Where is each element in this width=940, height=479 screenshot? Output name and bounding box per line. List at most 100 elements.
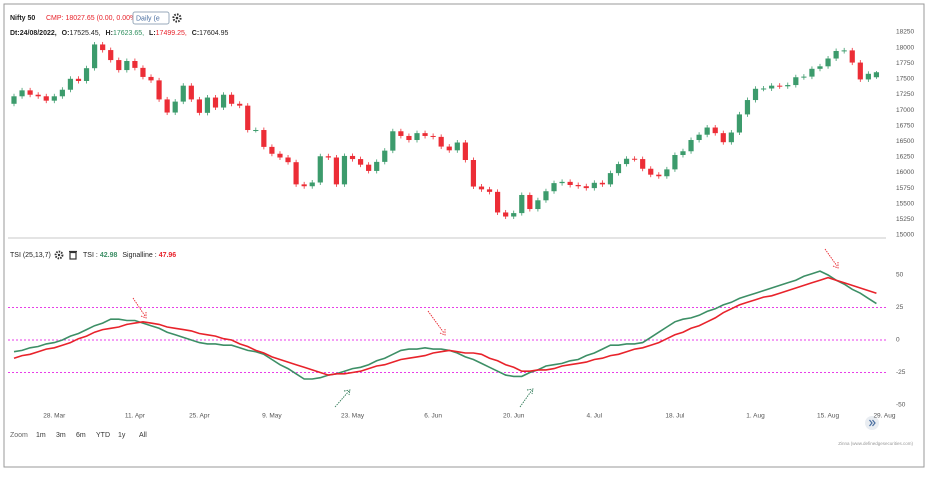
legend: TSI:42.98 Signalline:47.96: [83, 252, 176, 259]
interval-select[interactable]: [132, 11, 170, 25]
frame: [3, 3, 925, 468]
candle-body: [164, 99, 170, 113]
candle-body: [382, 150, 388, 162]
y-tick-label: 0: [896, 337, 900, 344]
candle-body: [438, 136, 444, 147]
candle-body: [849, 50, 855, 63]
candle-body: [285, 157, 291, 163]
candle-body: [188, 85, 194, 100]
ohlc-value: 17623.65,: [113, 30, 144, 37]
zoom-button[interactable]: 6m: [76, 432, 86, 439]
x-tick-label: 6. Jun: [424, 413, 442, 420]
candle-body: [575, 184, 581, 187]
candle-body: [357, 159, 364, 165]
candle-body: [59, 89, 65, 97]
candle-body: [712, 127, 718, 134]
x-tick-label: 23. May: [341, 413, 365, 420]
candle-body: [503, 212, 509, 217]
candle-body: [35, 94, 41, 97]
candle-body: [301, 184, 307, 187]
candle-body: [253, 130, 259, 132]
candle-body: [777, 85, 783, 87]
x-tick-label: 4. Jul: [587, 413, 603, 420]
next-button[interactable]: [865, 416, 879, 430]
candle-body: [672, 155, 678, 170]
candle-body: [551, 183, 557, 192]
y-tick-label: 15000: [896, 232, 914, 239]
candle-body: [559, 181, 565, 184]
y-tick-label: 15500: [896, 200, 914, 207]
y-tick-label: -50: [896, 402, 906, 409]
ohlc-value: 17499.25,: [156, 30, 187, 37]
candle-body: [414, 133, 420, 141]
y-tick-label: 17750: [896, 60, 914, 67]
candle-body: [19, 90, 25, 97]
settings-icon[interactable]: [172, 13, 182, 23]
legend-separator: :: [96, 252, 98, 259]
zoom-button[interactable]: 3m: [56, 432, 66, 439]
candle-body: [841, 50, 847, 52]
ohlc-value: 17604.95: [199, 30, 228, 37]
indicator-settings-icon[interactable]: [54, 250, 64, 260]
candle-body: [333, 157, 339, 185]
ohlc-label: H:: [106, 30, 113, 37]
y-tick-label: 25: [896, 304, 904, 311]
candle-body: [478, 186, 485, 190]
zoom-button[interactable]: YTD: [96, 432, 110, 439]
y-tick-label: 16750: [896, 122, 914, 129]
zoom-button[interactable]: All: [139, 432, 147, 439]
x-tick-label: 18. Jul: [665, 413, 685, 420]
candle-body: [446, 146, 452, 151]
candle-body: [51, 96, 57, 101]
indicator-line: [13, 270, 877, 380]
candle-body: [398, 131, 404, 136]
candle-body: [132, 61, 138, 68]
zoom-button[interactable]: 1m: [36, 432, 46, 439]
candle-body: [309, 182, 315, 187]
legend-value: 47.96: [159, 252, 177, 259]
x-tick-label: 29. Aug: [873, 413, 895, 420]
candle-body: [269, 146, 275, 154]
candle-body: [462, 142, 468, 161]
candle-body: [220, 94, 227, 108]
y-tick-label: 17250: [896, 91, 914, 98]
x-tick-label: 20. Jun: [503, 413, 525, 420]
cmp: CMP: 18027.65 (0.00, 0.00%): [46, 15, 139, 22]
candle-body: [75, 78, 82, 81]
y-tick-label: 18000: [896, 44, 914, 51]
candle-body: [583, 186, 589, 189]
candle-body: [374, 161, 380, 171]
indicator-delete-icon[interactable]: [69, 250, 77, 260]
legend-value: 42.98: [100, 252, 118, 259]
zoom-button[interactable]: 1y: [118, 432, 126, 439]
candle-body: [704, 127, 710, 135]
ohlc-label: L:: [149, 30, 156, 37]
y-tick-label: 17000: [896, 107, 914, 114]
legend-separator: :: [155, 252, 157, 259]
y-tick-label: 16250: [896, 154, 914, 161]
candle-body: [760, 88, 767, 90]
x-tick-label: 28. Mar: [43, 413, 66, 420]
candle-body: [11, 96, 17, 104]
ohlc-value: 17525.45,: [69, 30, 100, 37]
candle-body: [809, 68, 815, 77]
candle-body: [623, 158, 630, 165]
candle-body: [406, 135, 412, 141]
interval-label[interactable]: Daily (e: [136, 15, 160, 22]
candle-body: [196, 99, 202, 113]
candle-body: [277, 153, 283, 158]
candle-body: [801, 76, 807, 78]
candle-body: [317, 156, 323, 183]
legend-name: TSI: [83, 252, 94, 259]
candle-body: [430, 135, 436, 137]
candle-body: [591, 182, 597, 189]
candle-body: [454, 142, 460, 151]
candle-body: [148, 76, 154, 81]
ohlc-readout: Dt:24/08/2022, O:17525.45, H:17623.65, L…: [10, 30, 228, 37]
zoom-buttons: 1m 3m 6m YTD 1y All: [36, 432, 147, 439]
candle-body: [632, 158, 638, 160]
candle-body: [495, 191, 501, 213]
candle-body: [116, 60, 122, 71]
y-tick-label: 16500: [896, 138, 914, 145]
candle-body: [527, 194, 533, 210]
